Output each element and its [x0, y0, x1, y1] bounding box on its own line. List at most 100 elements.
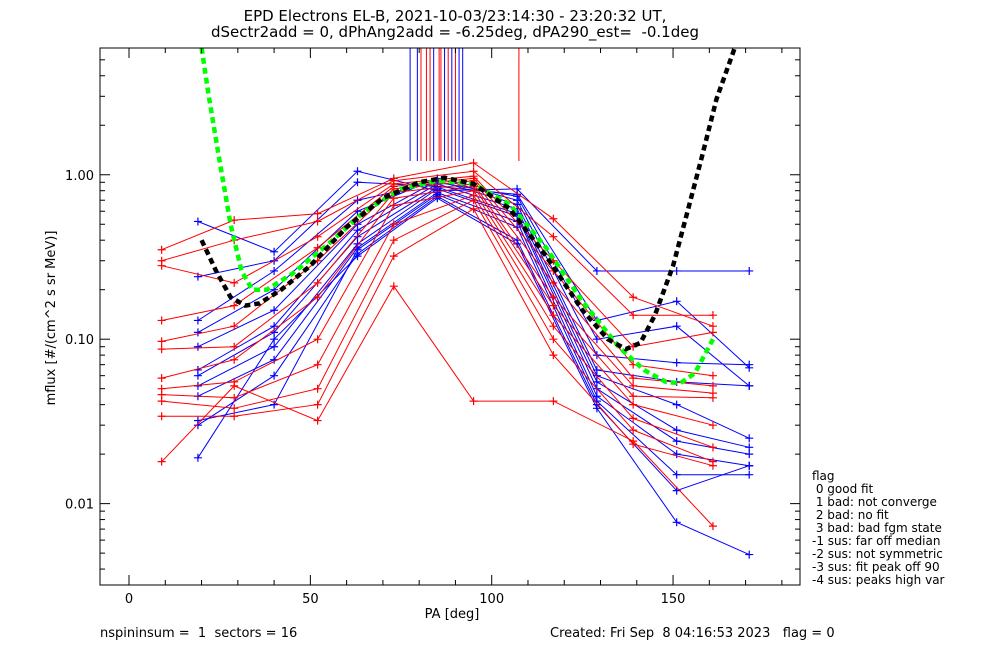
series-line	[161, 194, 714, 448]
data-point	[549, 278, 558, 287]
series-line	[197, 195, 750, 492]
x-tick-label: 150	[661, 592, 686, 607]
data-point	[629, 426, 638, 435]
flag-legend-item: -3 sus: fit peak off 90	[812, 560, 940, 574]
data-point	[469, 204, 478, 213]
flag-legend-title: flag	[812, 469, 835, 483]
data-point	[629, 293, 638, 302]
chart-title-line-2: dSectr2add = 0, dPhAng2add = -6.25deg, d…	[211, 23, 699, 41]
data-point	[270, 371, 279, 380]
series	[157, 204, 717, 470]
data-point	[313, 384, 322, 393]
data-point	[745, 360, 754, 369]
series	[157, 282, 717, 531]
data-point	[353, 252, 362, 261]
data-point	[270, 306, 279, 315]
data-point	[708, 328, 717, 337]
data-point	[708, 522, 717, 531]
data-point	[592, 266, 601, 275]
data-point	[672, 426, 681, 435]
series-line	[197, 191, 750, 467]
data-point	[549, 335, 558, 344]
data-point	[270, 266, 279, 275]
data-point	[629, 400, 638, 409]
data-point	[469, 196, 478, 205]
data-point	[592, 335, 601, 344]
data-point	[672, 437, 681, 446]
vertical-markers	[409, 48, 520, 161]
data-point	[549, 301, 558, 310]
data-point	[469, 158, 478, 167]
axes: 0 50 100 150 0.01 0.10 1.00	[65, 48, 800, 607]
data-point	[629, 374, 638, 383]
data-point	[270, 335, 279, 344]
series-line	[161, 183, 714, 394]
data-point	[313, 360, 322, 369]
flag-legend-item: 3 bad: bad fgm state	[812, 521, 942, 535]
data-point	[708, 443, 717, 452]
series	[193, 190, 754, 479]
data-point	[157, 337, 166, 346]
data-point	[549, 214, 558, 223]
data-point	[549, 322, 558, 331]
data-point	[157, 457, 166, 466]
data-series	[157, 158, 754, 559]
data-point	[193, 328, 202, 337]
data-point	[313, 416, 322, 425]
y-tick-label: 1.00	[65, 169, 94, 184]
x-tick-label: 0	[125, 592, 133, 607]
series	[193, 194, 754, 559]
data-point	[672, 470, 681, 479]
data-point	[708, 461, 717, 470]
data-point	[629, 437, 638, 446]
data-point	[157, 412, 166, 421]
data-point	[708, 381, 717, 390]
data-point	[745, 434, 754, 443]
data-point	[157, 261, 166, 270]
data-point	[745, 470, 754, 479]
data-point	[389, 236, 398, 245]
data-point	[672, 450, 681, 459]
data-point	[745, 266, 754, 275]
y-tick-label: 0.10	[65, 333, 94, 348]
data-point	[313, 209, 322, 218]
data-point	[313, 293, 322, 302]
data-point	[313, 278, 322, 287]
series-line	[161, 180, 714, 387]
data-point	[389, 220, 398, 229]
flag-legend: flag 0 good fit 1 bad: not converge 2 ba…	[812, 470, 944, 587]
data-point	[549, 351, 558, 360]
data-point	[469, 397, 478, 406]
data-point	[672, 400, 681, 409]
data-point	[313, 232, 322, 241]
footer-created-info: Created: Fri Sep 8 04:16:53 2023 flag = …	[550, 626, 835, 641]
series-line	[197, 186, 750, 448]
data-point	[708, 393, 717, 402]
data-point	[193, 371, 202, 380]
data-point	[230, 278, 239, 287]
data-point	[745, 461, 754, 470]
data-point	[672, 358, 681, 367]
data-point	[745, 381, 754, 390]
data-point	[270, 247, 279, 256]
data-point	[157, 397, 166, 406]
y-tick-label: 0.01	[65, 498, 94, 513]
data-point	[313, 400, 322, 409]
y-axis-label: mflux [#/(cm^2 s sr MeV)]	[44, 231, 59, 406]
data-point	[629, 311, 638, 320]
data-point	[389, 201, 398, 210]
data-point	[313, 335, 322, 344]
series-line	[197, 197, 750, 556]
data-point	[745, 443, 754, 452]
data-point	[389, 252, 398, 261]
flag-legend-item: -2 sus: not symmetric	[812, 547, 943, 561]
data-point	[230, 412, 239, 421]
black-fit-curve	[199, 47, 737, 352]
data-point	[230, 301, 239, 310]
data-point	[353, 178, 362, 187]
data-point	[672, 518, 681, 527]
data-point	[672, 266, 681, 275]
series-line	[161, 185, 714, 399]
data-point	[549, 293, 558, 302]
